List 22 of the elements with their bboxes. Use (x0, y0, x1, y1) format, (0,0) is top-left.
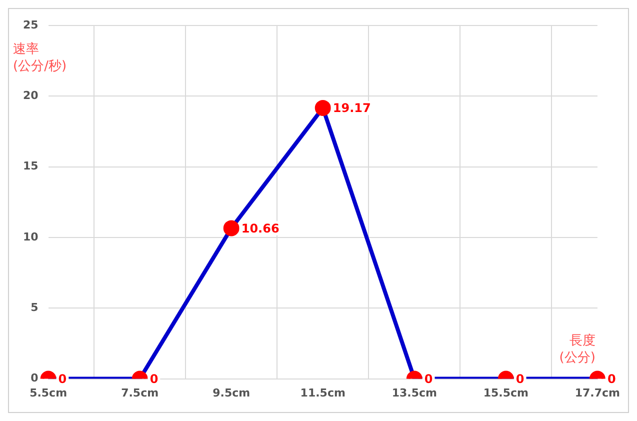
y-axis-title: 速率 (公分/秒) (13, 40, 67, 74)
data-label: 0 (150, 372, 158, 386)
x-tick-label: 5.5cm (30, 386, 68, 400)
x-tick-label: 9.5cm (212, 386, 250, 400)
data-label: 19.17 (332, 101, 371, 116)
x-tick-label: 15.5cm (483, 386, 528, 400)
data-label: 0 (424, 372, 433, 386)
x-axis-title: 長度 (公分) (559, 332, 596, 366)
y-tick-label: 10 (22, 230, 39, 244)
y-tick-label: 0 (30, 372, 39, 385)
x-tick-label: 17.7cm (574, 386, 620, 400)
x-tick-label: 13.5cm (392, 386, 437, 400)
y-tick-label: 25 (22, 18, 38, 32)
x-tick-label: 7.5cm (121, 386, 159, 400)
x-tick-label: 11.5cm (300, 386, 346, 400)
y-tick-label: 5 (30, 301, 38, 314)
data-label: 10.66 (241, 221, 280, 236)
y-tick-label: 15 (22, 160, 38, 173)
y-tick-label: 20 (22, 89, 39, 102)
data-label: 0 (516, 372, 524, 386)
data-label: 0 (58, 372, 67, 386)
data-label: 0 (607, 372, 616, 386)
